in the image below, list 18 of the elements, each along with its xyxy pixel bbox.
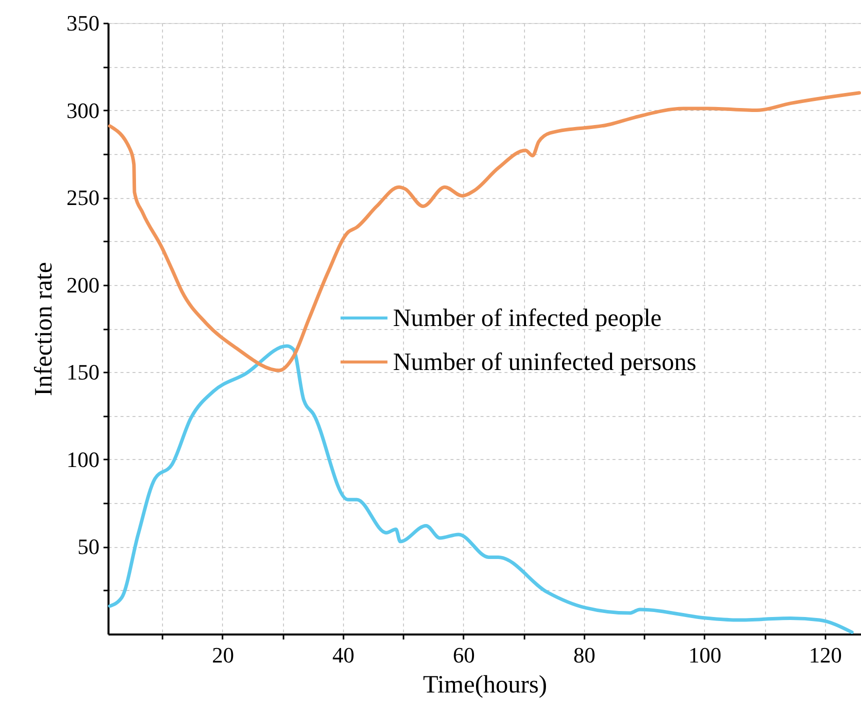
y-axis-title: Infection rate	[30, 262, 58, 396]
legend-label: Number of infected people	[393, 305, 662, 332]
x-tick-label: 80	[573, 642, 596, 668]
y-tick-label: 50	[78, 534, 100, 560]
x-tick-label: 40	[332, 642, 354, 668]
y-tick-label: 150	[66, 360, 100, 385]
x-tick-label: 20	[212, 642, 234, 668]
line-series	[108, 344, 854, 634]
legend-label: Number of uninfected persons	[393, 349, 696, 376]
y-tick-label: 300	[66, 98, 100, 123]
x-tick-label: 100	[688, 642, 722, 668]
x-tick-label: 120	[808, 642, 842, 668]
y-tick-label: 200	[66, 272, 100, 298]
y-tick-label: 100	[66, 446, 100, 472]
y-tick-label: 350	[66, 10, 100, 36]
x-axis-title: Time(hours)	[422, 672, 548, 698]
x-tick-label: 60	[452, 642, 475, 668]
y-tick-label: 250	[66, 185, 100, 210]
